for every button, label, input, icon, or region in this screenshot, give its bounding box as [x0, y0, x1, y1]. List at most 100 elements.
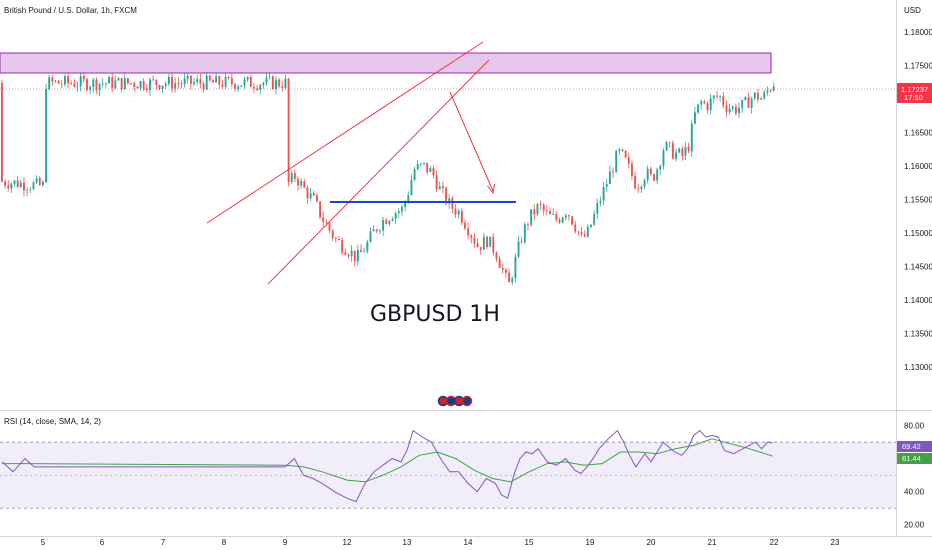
economic-events-flags[interactable] [437, 395, 473, 407]
candle [719, 95, 722, 102]
candle [76, 81, 79, 92]
price-tick-label: 1.17500 [904, 62, 932, 71]
rsi-tick-label: 80.00 [904, 422, 925, 431]
candle [511, 276, 514, 286]
rsi-sma-line [2, 438, 773, 483]
candle [60, 79, 63, 89]
candle [728, 103, 731, 115]
candle [70, 80, 73, 86]
candle [123, 72, 126, 90]
candle [145, 84, 148, 93]
candle [360, 244, 362, 253]
candle [300, 177, 303, 189]
candle [265, 71, 268, 86]
candle [464, 219, 466, 230]
candle [545, 205, 548, 216]
candle [212, 78, 214, 83]
candle [366, 239, 369, 254]
candle [741, 99, 744, 113]
candle [413, 166, 416, 182]
candle [224, 73, 227, 90]
candle [73, 79, 76, 88]
candle [199, 73, 202, 89]
candle [722, 92, 725, 109]
candle [190, 75, 192, 90]
rsi-value: 69.42 [902, 442, 921, 451]
resistance-zone[interactable] [0, 52, 772, 74]
candle [369, 227, 372, 243]
time-tick-label: 7 [161, 538, 166, 547]
candle [334, 236, 337, 243]
last-price-tag: 1.17237 17:50 [897, 83, 932, 103]
candle [495, 251, 498, 262]
candle [426, 162, 429, 175]
candle [571, 215, 574, 226]
candle [558, 217, 561, 224]
candle [379, 229, 381, 235]
price-tick-label: 1.16500 [904, 129, 932, 138]
candle [580, 226, 583, 237]
rsi-title: RSI (14, close, SMA, 14, 2) [4, 417, 101, 426]
candle [624, 150, 627, 159]
candle [325, 218, 328, 224]
candle [492, 233, 495, 257]
candle [139, 80, 142, 91]
candle [51, 74, 54, 86]
candle [505, 267, 507, 279]
candle [218, 75, 221, 89]
candle [180, 80, 183, 89]
candle [615, 149, 618, 173]
rsi-pane[interactable]: RSI (14, close, SMA, 14, 2) [0, 417, 896, 509]
candle [202, 81, 205, 93]
candle [646, 165, 649, 184]
price-pane[interactable]: GBPUSD 1H British Pound / U.S. Dollar, 1… [0, 0, 896, 410]
candle [319, 201, 322, 220]
candle [419, 162, 422, 167]
candle [643, 178, 646, 190]
candle [29, 186, 32, 194]
target-arrow-line[interactable] [449, 91, 494, 192]
candle [470, 234, 473, 244]
candle [328, 222, 331, 234]
candle [423, 162, 425, 166]
time-axis[interactable]: 5 6 7 8 9 12 13 14 15 19 20 21 22 23 [0, 536, 932, 548]
candle [750, 96, 753, 114]
candle [92, 77, 95, 93]
candle [89, 84, 92, 95]
candle [662, 147, 665, 170]
candle [552, 207, 555, 215]
candle [523, 222, 526, 245]
candle [577, 230, 580, 236]
candle [681, 146, 684, 161]
wedge-upper-line[interactable] [206, 41, 484, 224]
time-tick-label: 20 [647, 538, 656, 547]
price-scale[interactable]: USD 1.180001.175001.170001.165001.160001… [896, 0, 932, 536]
price-tick-label: 1.15500 [904, 196, 932, 205]
candle [690, 119, 693, 158]
candle [517, 236, 520, 259]
candle [429, 165, 432, 173]
candle [530, 209, 533, 227]
candle [196, 74, 199, 86]
candle [262, 81, 265, 89]
time-tick-label: 9 [283, 538, 288, 547]
candle [127, 77, 129, 85]
candle [111, 72, 114, 93]
candle [35, 175, 38, 184]
candles [1, 70, 775, 286]
candle [438, 181, 441, 190]
us-flag-icon[interactable] [461, 395, 473, 407]
candle [4, 178, 7, 189]
countdown-timer: 17:50 [904, 93, 923, 102]
price-tick-label: 1.16000 [904, 162, 932, 171]
candle [394, 211, 397, 224]
candle [401, 204, 403, 216]
candle [476, 238, 479, 248]
candle [297, 176, 299, 191]
candle [306, 185, 309, 204]
candle [489, 236, 492, 248]
candle [734, 103, 737, 116]
candle [104, 82, 107, 89]
candle [435, 170, 438, 192]
